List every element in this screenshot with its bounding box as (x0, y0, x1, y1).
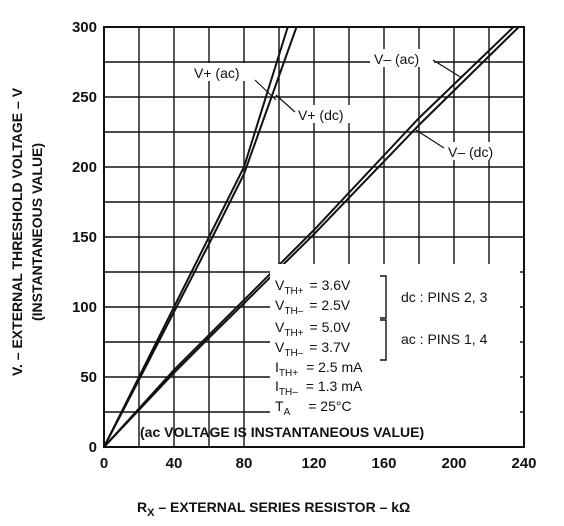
series-label-vplus-ac: V+ (ac) (190, 63, 254, 81)
dc-pins-label: dc : PINS 2, 3 (401, 289, 488, 305)
conditions-box: VTH+ = 3.6V VTH– = 2.5V dc : PINS 2, 3 VTH… (140, 264, 520, 446)
instantaneous-note: (ac VOLTAGE IS INSTANTANEOUS VALUE) (140, 424, 424, 440)
x-tick-label: 80 (236, 455, 253, 472)
svg-text:V+ (ac): V+ (ac) (194, 65, 240, 81)
y-tick-label: 100 (72, 299, 97, 316)
ac-vth-plus: VTH+ = 5.0V (275, 319, 351, 339)
series-label-vplus-dc: V+ (dc) (294, 105, 358, 123)
series-line-2 (103, 26, 515, 448)
dc-vth-minus: VTH– = 2.5V (275, 297, 351, 317)
ith-plus: ITH+ = 2.5 mA (275, 359, 363, 379)
series-lines (103, 26, 520, 448)
svg-text:V– (ac): V– (ac) (374, 51, 419, 67)
svg-text:V+ (dc): V+ (dc) (298, 107, 344, 123)
tick-labels: 0 40 80 120 160 200 240 0 50 100 150 200 250 300 (72, 19, 537, 472)
series-label-vminus-dc: V– (dc) (444, 142, 508, 160)
ac-vth-minus: VTH– = 3.7V (275, 339, 351, 359)
y-axis-title-line1: V. – EXTERNAL THRESHOLD VOLTAGE – V (9, 87, 25, 376)
plot-frame (103, 26, 525, 448)
leader-vplus-ac (254, 79, 277, 101)
leader-vminus-dc (415, 129, 445, 149)
series-line-3 (103, 26, 520, 448)
x-tick-label: 40 (166, 455, 183, 472)
series-line-1 (103, 26, 298, 448)
series-label-vminus-ac: V– (ac) (370, 49, 434, 67)
x-axis-title: RX – EXTERNAL SERIES RESISTOR – kΩ (137, 499, 410, 519)
svg-text:V– (dc): V– (dc) (448, 144, 493, 160)
dc-bracket (380, 275, 387, 319)
dc-vth-plus: VTH+ = 3.6V (275, 277, 351, 297)
x-tick-label: 0 (100, 455, 108, 472)
x-tick-label: 240 (511, 455, 536, 472)
y-axis-title-line2: (INSTANTANEOUS VALUE) (29, 143, 45, 321)
y-tick-label: 150 (72, 229, 97, 246)
ac-pins-label: ac : PINS 1, 4 (401, 331, 488, 347)
y-tick-label: 50 (80, 369, 97, 386)
y-tick-label: 200 (72, 159, 97, 176)
ta: TA = 25°C (275, 398, 352, 418)
leader-vminus-ac (432, 59, 463, 79)
x-tick-label: 160 (371, 455, 396, 472)
leader-vplus-dc (275, 94, 296, 113)
ith-minus: ITH– = 1.3 mA (275, 378, 363, 398)
y-tick-label: 300 (72, 19, 97, 36)
y-tick-label: 250 (72, 89, 97, 106)
x-tick-label: 200 (441, 455, 466, 472)
x-tick-label: 120 (301, 455, 326, 472)
y-tick-label: 0 (89, 439, 97, 456)
ac-bracket (380, 319, 387, 361)
